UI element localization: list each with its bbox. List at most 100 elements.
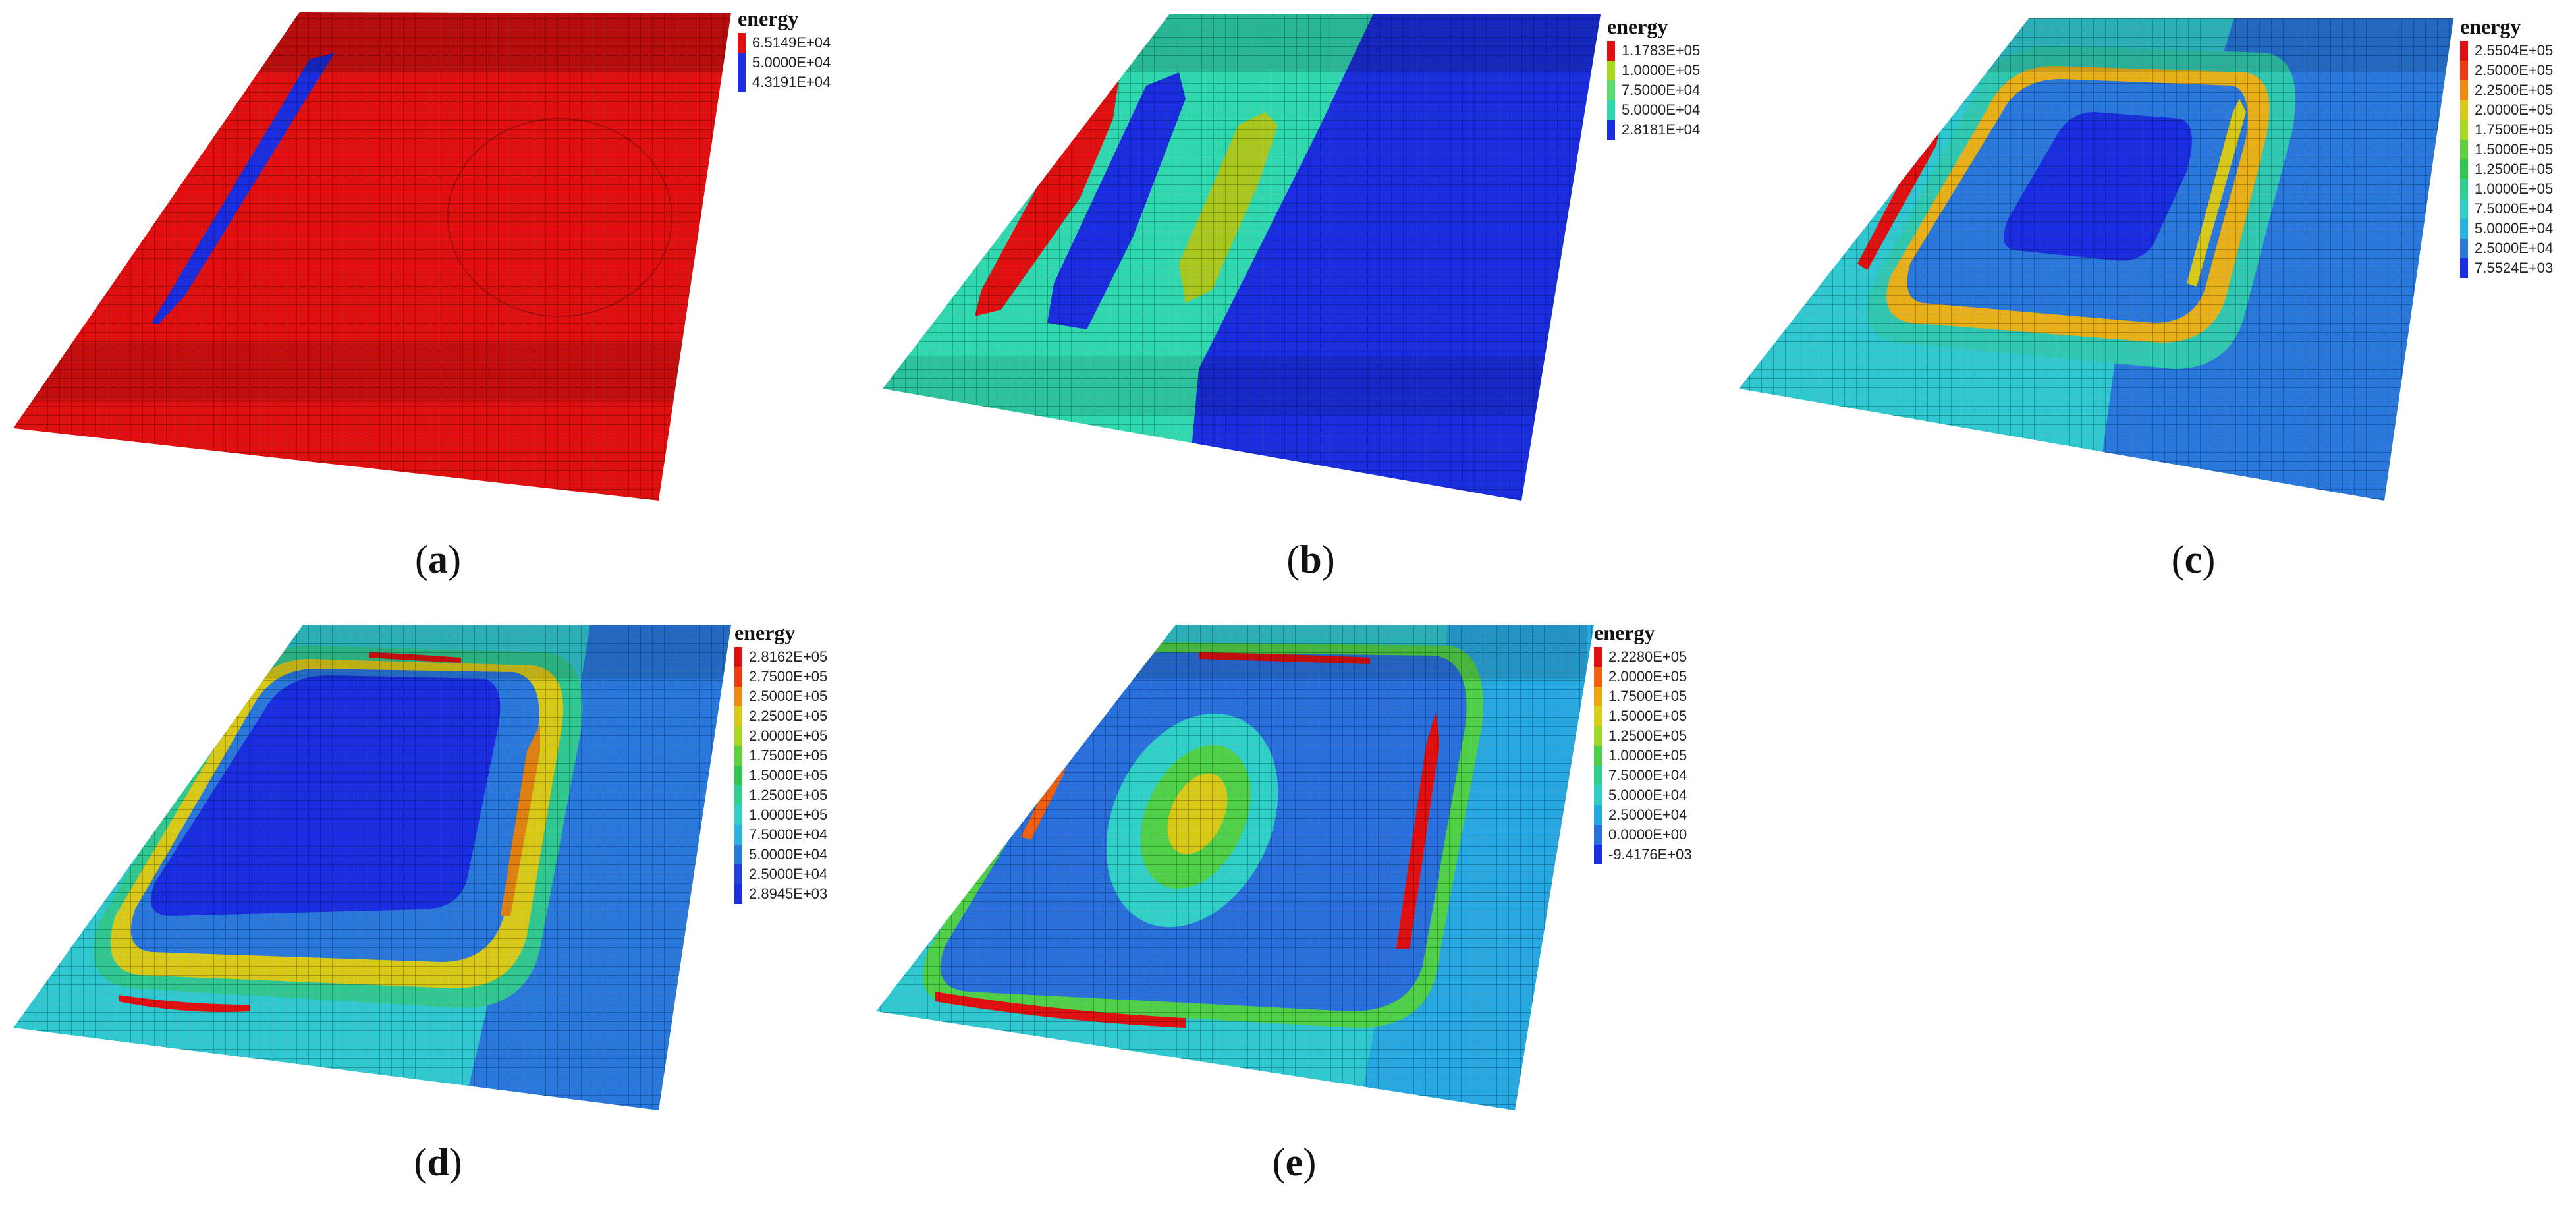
legend-entry: 1.5000E+05	[734, 766, 906, 785]
legend-swatch	[1594, 667, 1602, 687]
legend-entry: 2.0000E+05	[1594, 667, 1765, 687]
legend-entry: 1.1783E+05	[1607, 41, 1778, 61]
legend-swatch	[2460, 120, 2468, 140]
legend-b: energy 1.1783E+05 1.0000E+05 7.5000E+04 …	[1607, 14, 1778, 140]
legend-swatch	[1594, 766, 1602, 785]
panel-b: energy 1.1783E+05 1.0000E+05 7.5000E+04 …	[869, 0, 1726, 606]
legend-swatch	[2460, 219, 2468, 239]
legend-entry: 6.5149E+04	[738, 33, 909, 53]
legend-c: energy 2.5504E+05 2.5000E+05 2.2500E+05 …	[2460, 14, 2576, 278]
legend-swatch	[1594, 845, 1602, 864]
legend-entry: 0.0000E+00	[1594, 825, 1765, 845]
legend-entry: 2.5000E+05	[2460, 61, 2576, 80]
legend-swatch	[1607, 41, 1615, 61]
legend-entry: 7.5000E+04	[1594, 766, 1765, 785]
contour-plot-a	[13, 12, 731, 501]
legend-entry: 1.2500E+05	[734, 785, 906, 805]
legend-entry: 4.3191E+04	[738, 72, 909, 92]
legend-swatch	[734, 647, 742, 667]
legend-entry: 5.0000E+04	[2460, 219, 2576, 239]
legend-entry: -9.4176E+03	[1594, 845, 1765, 864]
legend-entry: 2.2500E+05	[2460, 80, 2576, 100]
legend-entry: 1.2500E+05	[1594, 726, 1765, 746]
legend-swatch	[1594, 706, 1602, 726]
legend-a: energy 6.5149E+04 5.0000E+04 4.3191E+04	[738, 7, 909, 92]
legend-title: energy	[734, 621, 796, 644]
legend-swatch	[2460, 159, 2468, 179]
legend-swatch	[734, 687, 742, 706]
legend-entry: 1.0000E+05	[1607, 61, 1778, 80]
legend-entry: 2.0000E+05	[734, 726, 906, 746]
legend-entry: 2.7500E+05	[734, 667, 906, 687]
panel-c: energy 2.5504E+05 2.5000E+05 2.2500E+05 …	[1726, 0, 2576, 606]
legend-entry: 2.0000E+05	[2460, 100, 2576, 120]
legend-swatch	[1607, 61, 1615, 80]
legend-swatch	[734, 864, 742, 884]
legend-entry: 2.5000E+04	[1594, 805, 1765, 825]
legend-entry: 5.0000E+04	[738, 53, 909, 72]
legend-swatch	[1594, 746, 1602, 766]
caption-e: (e)	[1272, 1141, 1317, 1184]
legend-entry: 2.8945E+03	[734, 884, 906, 904]
legend-title: energy	[1594, 621, 1655, 644]
legend-title: energy	[738, 7, 799, 30]
legend-entry: 7.5000E+04	[1607, 80, 1778, 100]
legend-swatch	[2460, 61, 2468, 80]
legend-entry: 1.7500E+05	[1594, 687, 1765, 706]
caption-d: (d)	[414, 1141, 462, 1184]
panel-e: energy 2.2280E+05 2.0000E+05 1.7500E+05 …	[856, 606, 1713, 1211]
legend-title: energy	[2460, 14, 2521, 38]
legend-swatch	[734, 746, 742, 766]
legend-swatch	[738, 72, 746, 92]
legend-swatch	[2460, 258, 2468, 278]
legend-entry: 5.0000E+04	[1594, 785, 1765, 805]
legend-swatch	[2460, 239, 2468, 258]
legend-swatch	[1594, 825, 1602, 845]
legend-swatch	[2460, 41, 2468, 61]
legend-entry: 1.0000E+05	[2460, 179, 2576, 199]
legend-swatch	[734, 845, 742, 864]
caption-b: (b)	[1286, 538, 1335, 581]
legend-swatch	[1607, 120, 1615, 140]
legend-entry: 2.2500E+05	[734, 706, 906, 726]
legend-entry: 2.5000E+04	[734, 864, 906, 884]
legend-swatch	[2460, 179, 2468, 199]
legend-title: energy	[1607, 14, 1668, 38]
legend-entry: 2.5000E+05	[734, 687, 906, 706]
legend-swatch	[734, 726, 742, 746]
legend-swatch	[1607, 80, 1615, 100]
legend-d: energy 2.8162E+05 2.7500E+05 2.5000E+05 …	[734, 621, 906, 904]
contour-plot-d	[13, 625, 731, 1110]
legend-swatch	[738, 33, 746, 53]
legend-entry: 2.2280E+05	[1594, 647, 1765, 667]
legend-swatch	[734, 785, 742, 805]
legend-entry: 1.7500E+05	[734, 746, 906, 766]
legend-entry: 1.5000E+05	[2460, 140, 2576, 159]
contour-plot-c	[1739, 18, 2453, 501]
legend-swatch	[1594, 647, 1602, 667]
contour-plot-b	[883, 14, 1601, 501]
legend-swatch	[1594, 785, 1602, 805]
legend-swatch	[734, 706, 742, 726]
legend-entry: 7.5524E+03	[2460, 258, 2576, 278]
contour-plot-e	[876, 625, 1594, 1110]
legend-swatch	[1594, 805, 1602, 825]
legend-e: energy 2.2280E+05 2.0000E+05 1.7500E+05 …	[1594, 621, 1765, 864]
legend-swatch	[2460, 140, 2468, 159]
legend-entry: 1.0000E+05	[1594, 746, 1765, 766]
legend-entry: 5.0000E+04	[1607, 100, 1778, 120]
legend-swatch	[738, 53, 746, 72]
legend-swatch	[734, 884, 742, 904]
legend-entry: 2.5000E+04	[2460, 239, 2576, 258]
legend-swatch	[1607, 100, 1615, 120]
legend-entry: 1.5000E+05	[1594, 706, 1765, 726]
legend-swatch	[734, 667, 742, 687]
panel-a: energy 6.5149E+04 5.0000E+04 4.3191E+04 …	[0, 0, 856, 606]
legend-swatch	[734, 805, 742, 825]
panel-d: energy 2.8162E+05 2.7500E+05 2.5000E+05 …	[0, 606, 856, 1211]
legend-entry: 2.8181E+04	[1607, 120, 1778, 140]
legend-swatch	[734, 766, 742, 785]
legend-entry: 1.7500E+05	[2460, 120, 2576, 140]
legend-swatch	[1594, 687, 1602, 706]
legend-swatch	[2460, 100, 2468, 120]
